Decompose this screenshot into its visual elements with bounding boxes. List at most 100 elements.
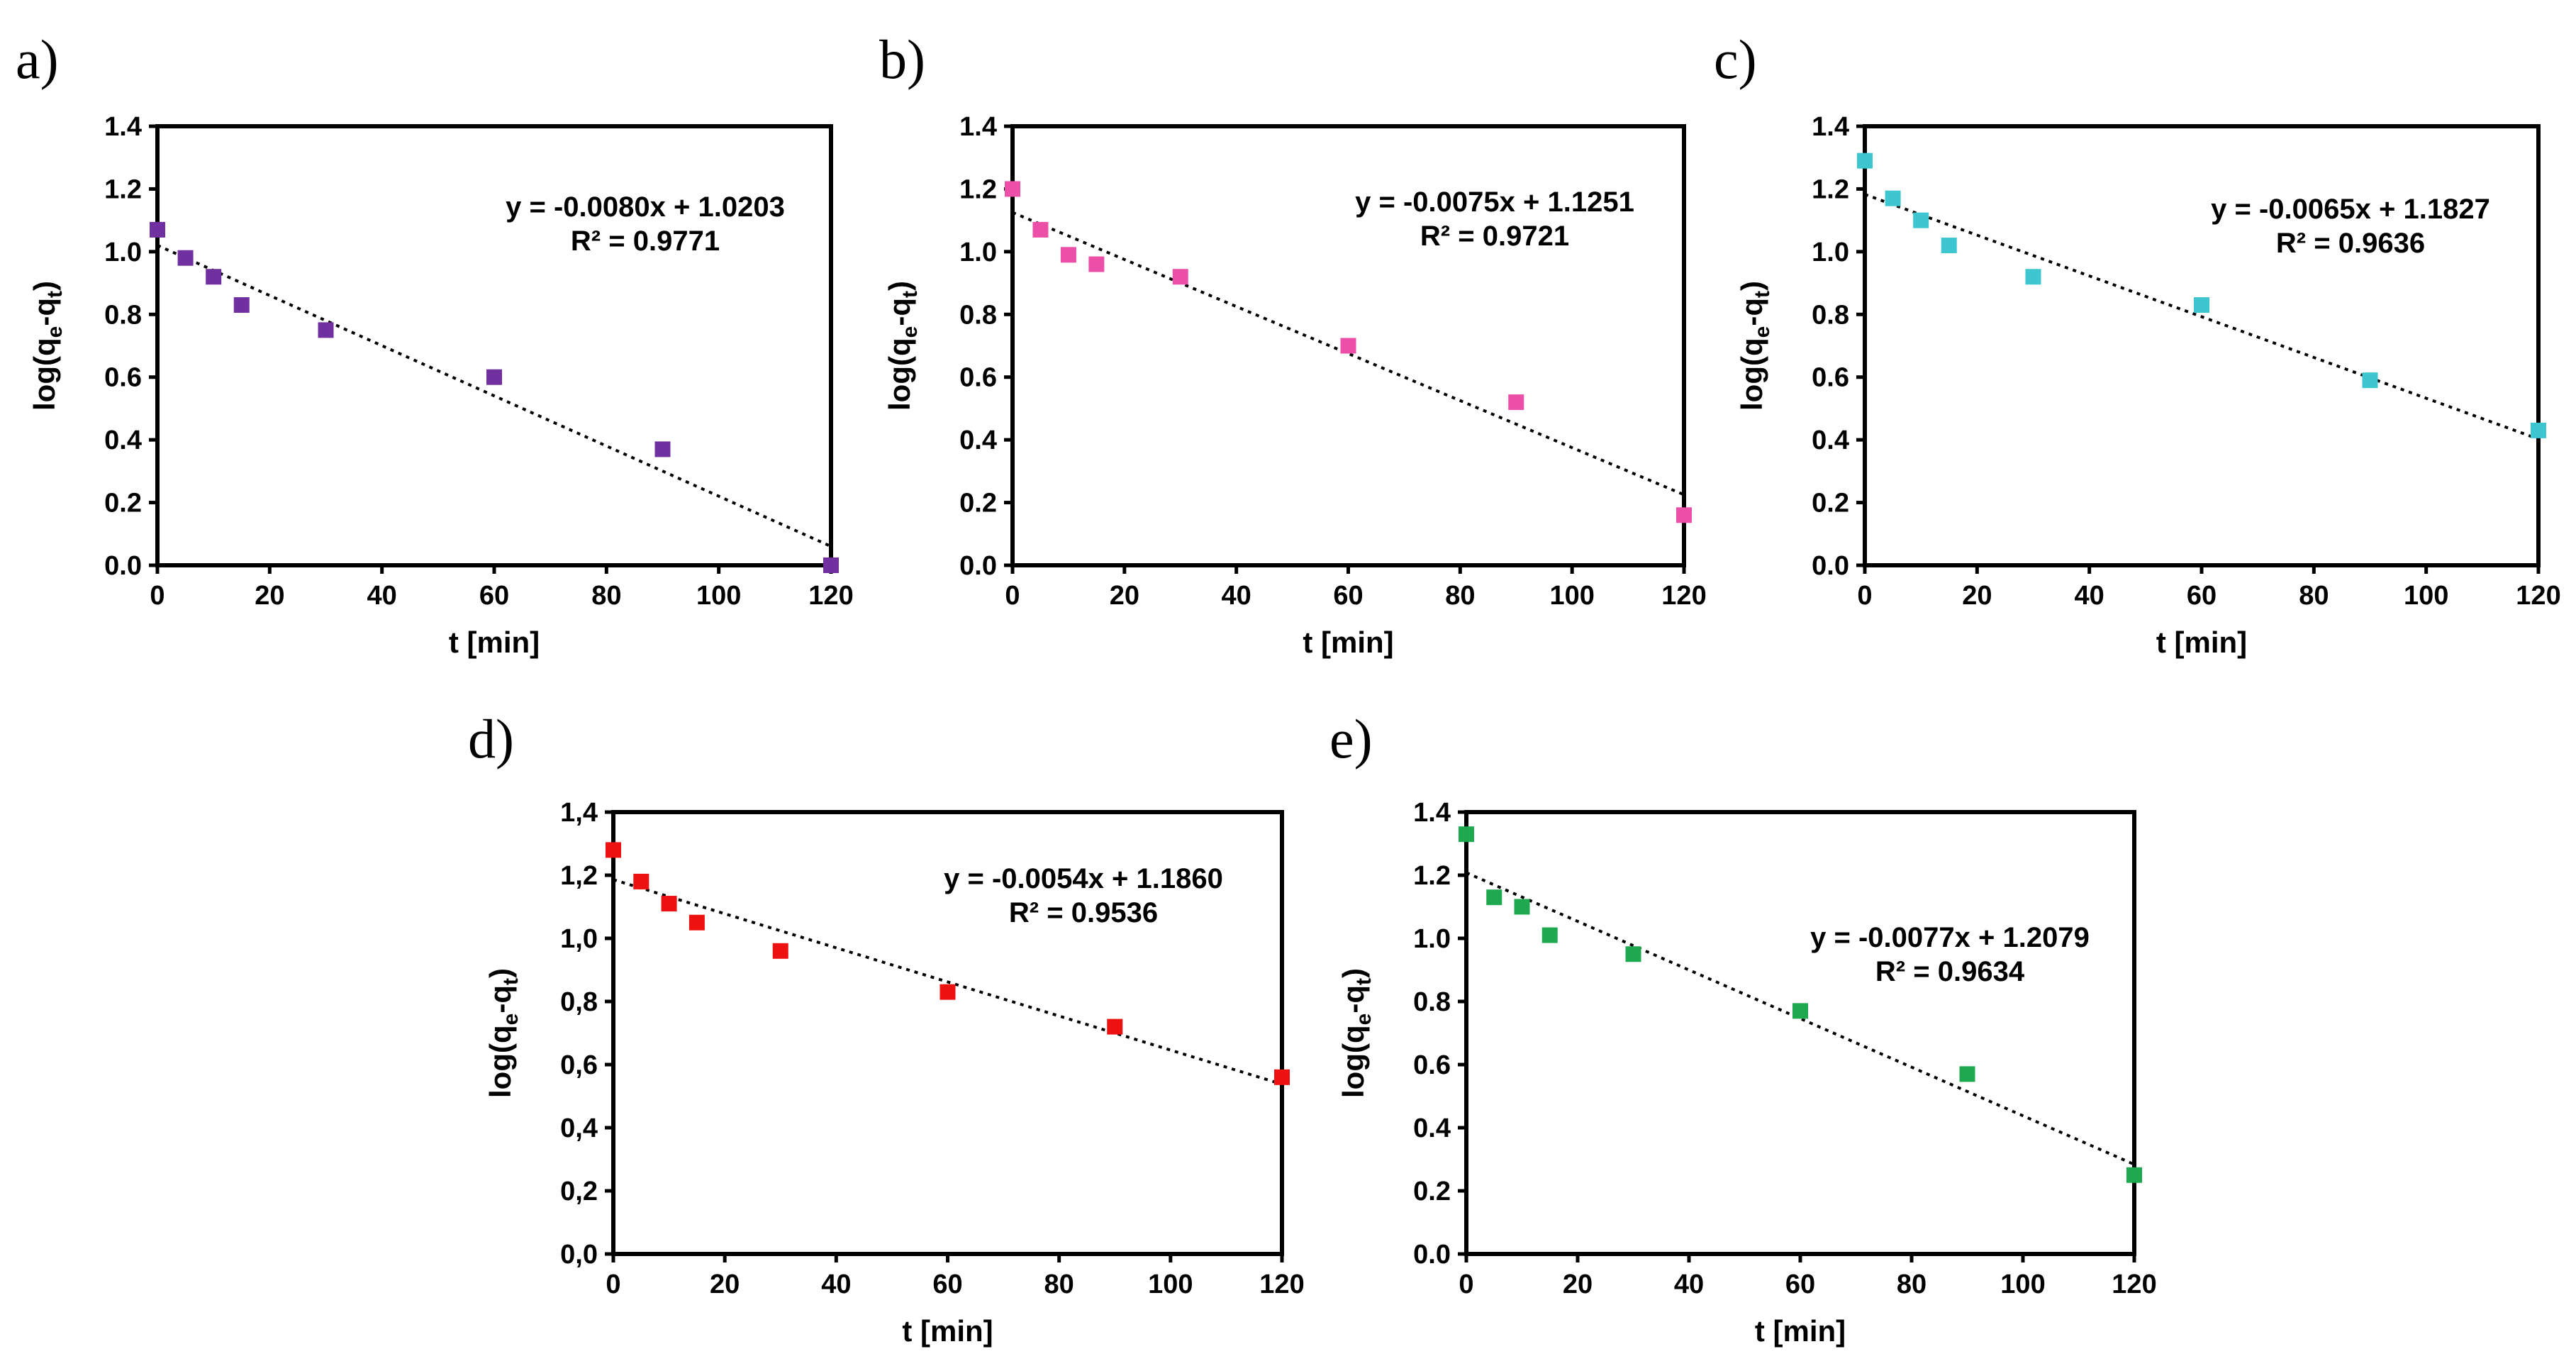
x-tick-label: 0 bbox=[1857, 581, 1872, 611]
y-tick-label: 0,4 bbox=[560, 1114, 598, 1143]
y-tick-label: 0.6 bbox=[1413, 1050, 1451, 1080]
x-tick-label: 60 bbox=[932, 1270, 962, 1299]
data-point bbox=[1913, 212, 1929, 228]
data-point bbox=[1508, 394, 1524, 411]
y-tick-label: 0.6 bbox=[1812, 363, 1849, 393]
y-tick-label: 0.0 bbox=[1812, 551, 1849, 581]
x-tick-label: 40 bbox=[2075, 581, 2104, 611]
y-tick-label: 1.0 bbox=[1812, 238, 1849, 267]
x-tick-label: 0 bbox=[1459, 1270, 1473, 1299]
x-axis-title: t [min] bbox=[1303, 626, 1393, 659]
y-tick-label: 0.4 bbox=[959, 426, 997, 455]
x-tick-label: 40 bbox=[1222, 581, 1251, 611]
y-tick-label: 0,0 bbox=[560, 1240, 598, 1270]
x-tick-label: 40 bbox=[1674, 1270, 1704, 1299]
x-tick-label: 60 bbox=[1785, 1270, 1815, 1299]
y-tick-label: 0.4 bbox=[1413, 1114, 1451, 1143]
data-point bbox=[1032, 221, 1049, 238]
y-tick-label: 0.0 bbox=[104, 551, 142, 581]
trendline bbox=[157, 244, 832, 548]
trendline-equation: y = -0.0080x + 1.0203 bbox=[506, 192, 785, 223]
r-squared-label: R² = 0.9771 bbox=[571, 226, 720, 257]
y-tick-label: 0.0 bbox=[1413, 1240, 1451, 1270]
y-axis-title: log(qe-qt) bbox=[883, 281, 922, 411]
x-tick-label: 60 bbox=[479, 581, 509, 611]
y-tick-label: 0.8 bbox=[959, 300, 997, 330]
x-tick-label: 20 bbox=[1110, 581, 1139, 611]
y-tick-label: 0.2 bbox=[1812, 489, 1849, 518]
x-axis-title: t [min] bbox=[449, 626, 540, 659]
y-axis-title: log(qe-qt) bbox=[1337, 968, 1376, 1098]
data-point bbox=[939, 984, 956, 1000]
x-tick-label: 20 bbox=[1563, 1270, 1593, 1299]
data-point bbox=[486, 369, 502, 385]
data-point bbox=[1857, 152, 1873, 169]
y-axis-title: log(qe-qt) bbox=[28, 281, 67, 411]
y-tick-label: 1,4 bbox=[560, 798, 598, 828]
y-tick-label: 0.4 bbox=[1812, 426, 1849, 455]
data-point bbox=[772, 943, 788, 959]
data-point bbox=[1514, 899, 1530, 915]
y-tick-label: 0.2 bbox=[104, 489, 142, 518]
x-tick-label: 80 bbox=[1044, 1270, 1074, 1299]
y-tick-label: 0.8 bbox=[104, 300, 142, 330]
y-tick-label: 1.4 bbox=[959, 112, 997, 142]
x-tick-label: 40 bbox=[821, 1270, 851, 1299]
x-axis-title: t [min] bbox=[2156, 626, 2247, 659]
data-point bbox=[2194, 297, 2209, 313]
y-tick-label: 1.4 bbox=[1812, 112, 1849, 142]
y-tick-label: 0,6 bbox=[560, 1050, 598, 1080]
data-point bbox=[2531, 422, 2546, 438]
y-tick-label: 0.6 bbox=[104, 363, 142, 393]
data-point bbox=[688, 914, 705, 931]
x-tick-label: 80 bbox=[1445, 581, 1475, 611]
x-tick-label: 100 bbox=[2404, 581, 2448, 611]
y-tick-label: 0.2 bbox=[959, 489, 997, 518]
data-point bbox=[177, 250, 194, 266]
x-tick-label: 120 bbox=[808, 581, 853, 611]
y-tick-label: 1.2 bbox=[104, 174, 142, 204]
x-tick-label: 120 bbox=[1661, 581, 1706, 611]
x-tick-label: 80 bbox=[591, 581, 621, 611]
data-point bbox=[1541, 927, 1558, 943]
y-tick-label: 0.8 bbox=[1812, 300, 1849, 330]
data-point bbox=[1792, 1003, 1808, 1019]
data-point bbox=[1941, 238, 1957, 254]
x-tick-label: 120 bbox=[2112, 1270, 2156, 1299]
panel-label: b) bbox=[879, 28, 925, 90]
data-point bbox=[233, 297, 250, 313]
data-point bbox=[1676, 507, 1692, 523]
y-tick-label: 1.2 bbox=[959, 174, 997, 204]
x-tick-label: 80 bbox=[2299, 581, 2329, 611]
data-point bbox=[1885, 190, 1901, 206]
data-point bbox=[1274, 1069, 1290, 1085]
y-tick-label: 0,8 bbox=[560, 987, 598, 1017]
y-axis-title: log(qe-qt) bbox=[484, 968, 523, 1098]
data-point bbox=[2025, 269, 2041, 285]
x-tick-label: 60 bbox=[2187, 581, 2217, 611]
chart-panel-c: c) 0.0 0.2 0.4 0.6 0.8 1.0 1.2 1.4 0 20 40 60 80 100 12… bbox=[1714, 28, 2561, 659]
chart-panel-a: a) 0.0 0.2 0.4 0.6 0.8 1.0 1.2 1.4 0 20 40 60 80 100 12… bbox=[16, 28, 854, 659]
x-tick-label: 20 bbox=[1962, 581, 1992, 611]
data-point bbox=[1005, 181, 1020, 197]
y-tick-label: 0.0 bbox=[959, 551, 997, 581]
data-point bbox=[1625, 946, 1641, 962]
y-tick-label: 1.2 bbox=[1413, 861, 1451, 891]
r-squared-label: R² = 0.9636 bbox=[2276, 228, 2425, 259]
data-point bbox=[1172, 269, 1188, 285]
r-squared-label: R² = 0.9721 bbox=[1420, 221, 1569, 252]
data-point bbox=[654, 441, 671, 457]
y-tick-label: 1.0 bbox=[959, 238, 997, 267]
data-point bbox=[2362, 372, 2378, 389]
y-tick-label: 0,2 bbox=[560, 1177, 598, 1206]
y-tick-label: 1,0 bbox=[560, 924, 598, 954]
x-tick-label: 120 bbox=[2516, 581, 2560, 611]
x-tick-label: 80 bbox=[1897, 1270, 1927, 1299]
data-point bbox=[661, 896, 677, 912]
y-tick-label: 1.2 bbox=[1812, 174, 1849, 204]
data-point bbox=[1459, 826, 1474, 843]
data-point bbox=[1340, 338, 1356, 354]
trendline-equation: y = -0.0065x + 1.1827 bbox=[2211, 194, 2490, 225]
x-axis-title: t [min] bbox=[902, 1314, 993, 1348]
